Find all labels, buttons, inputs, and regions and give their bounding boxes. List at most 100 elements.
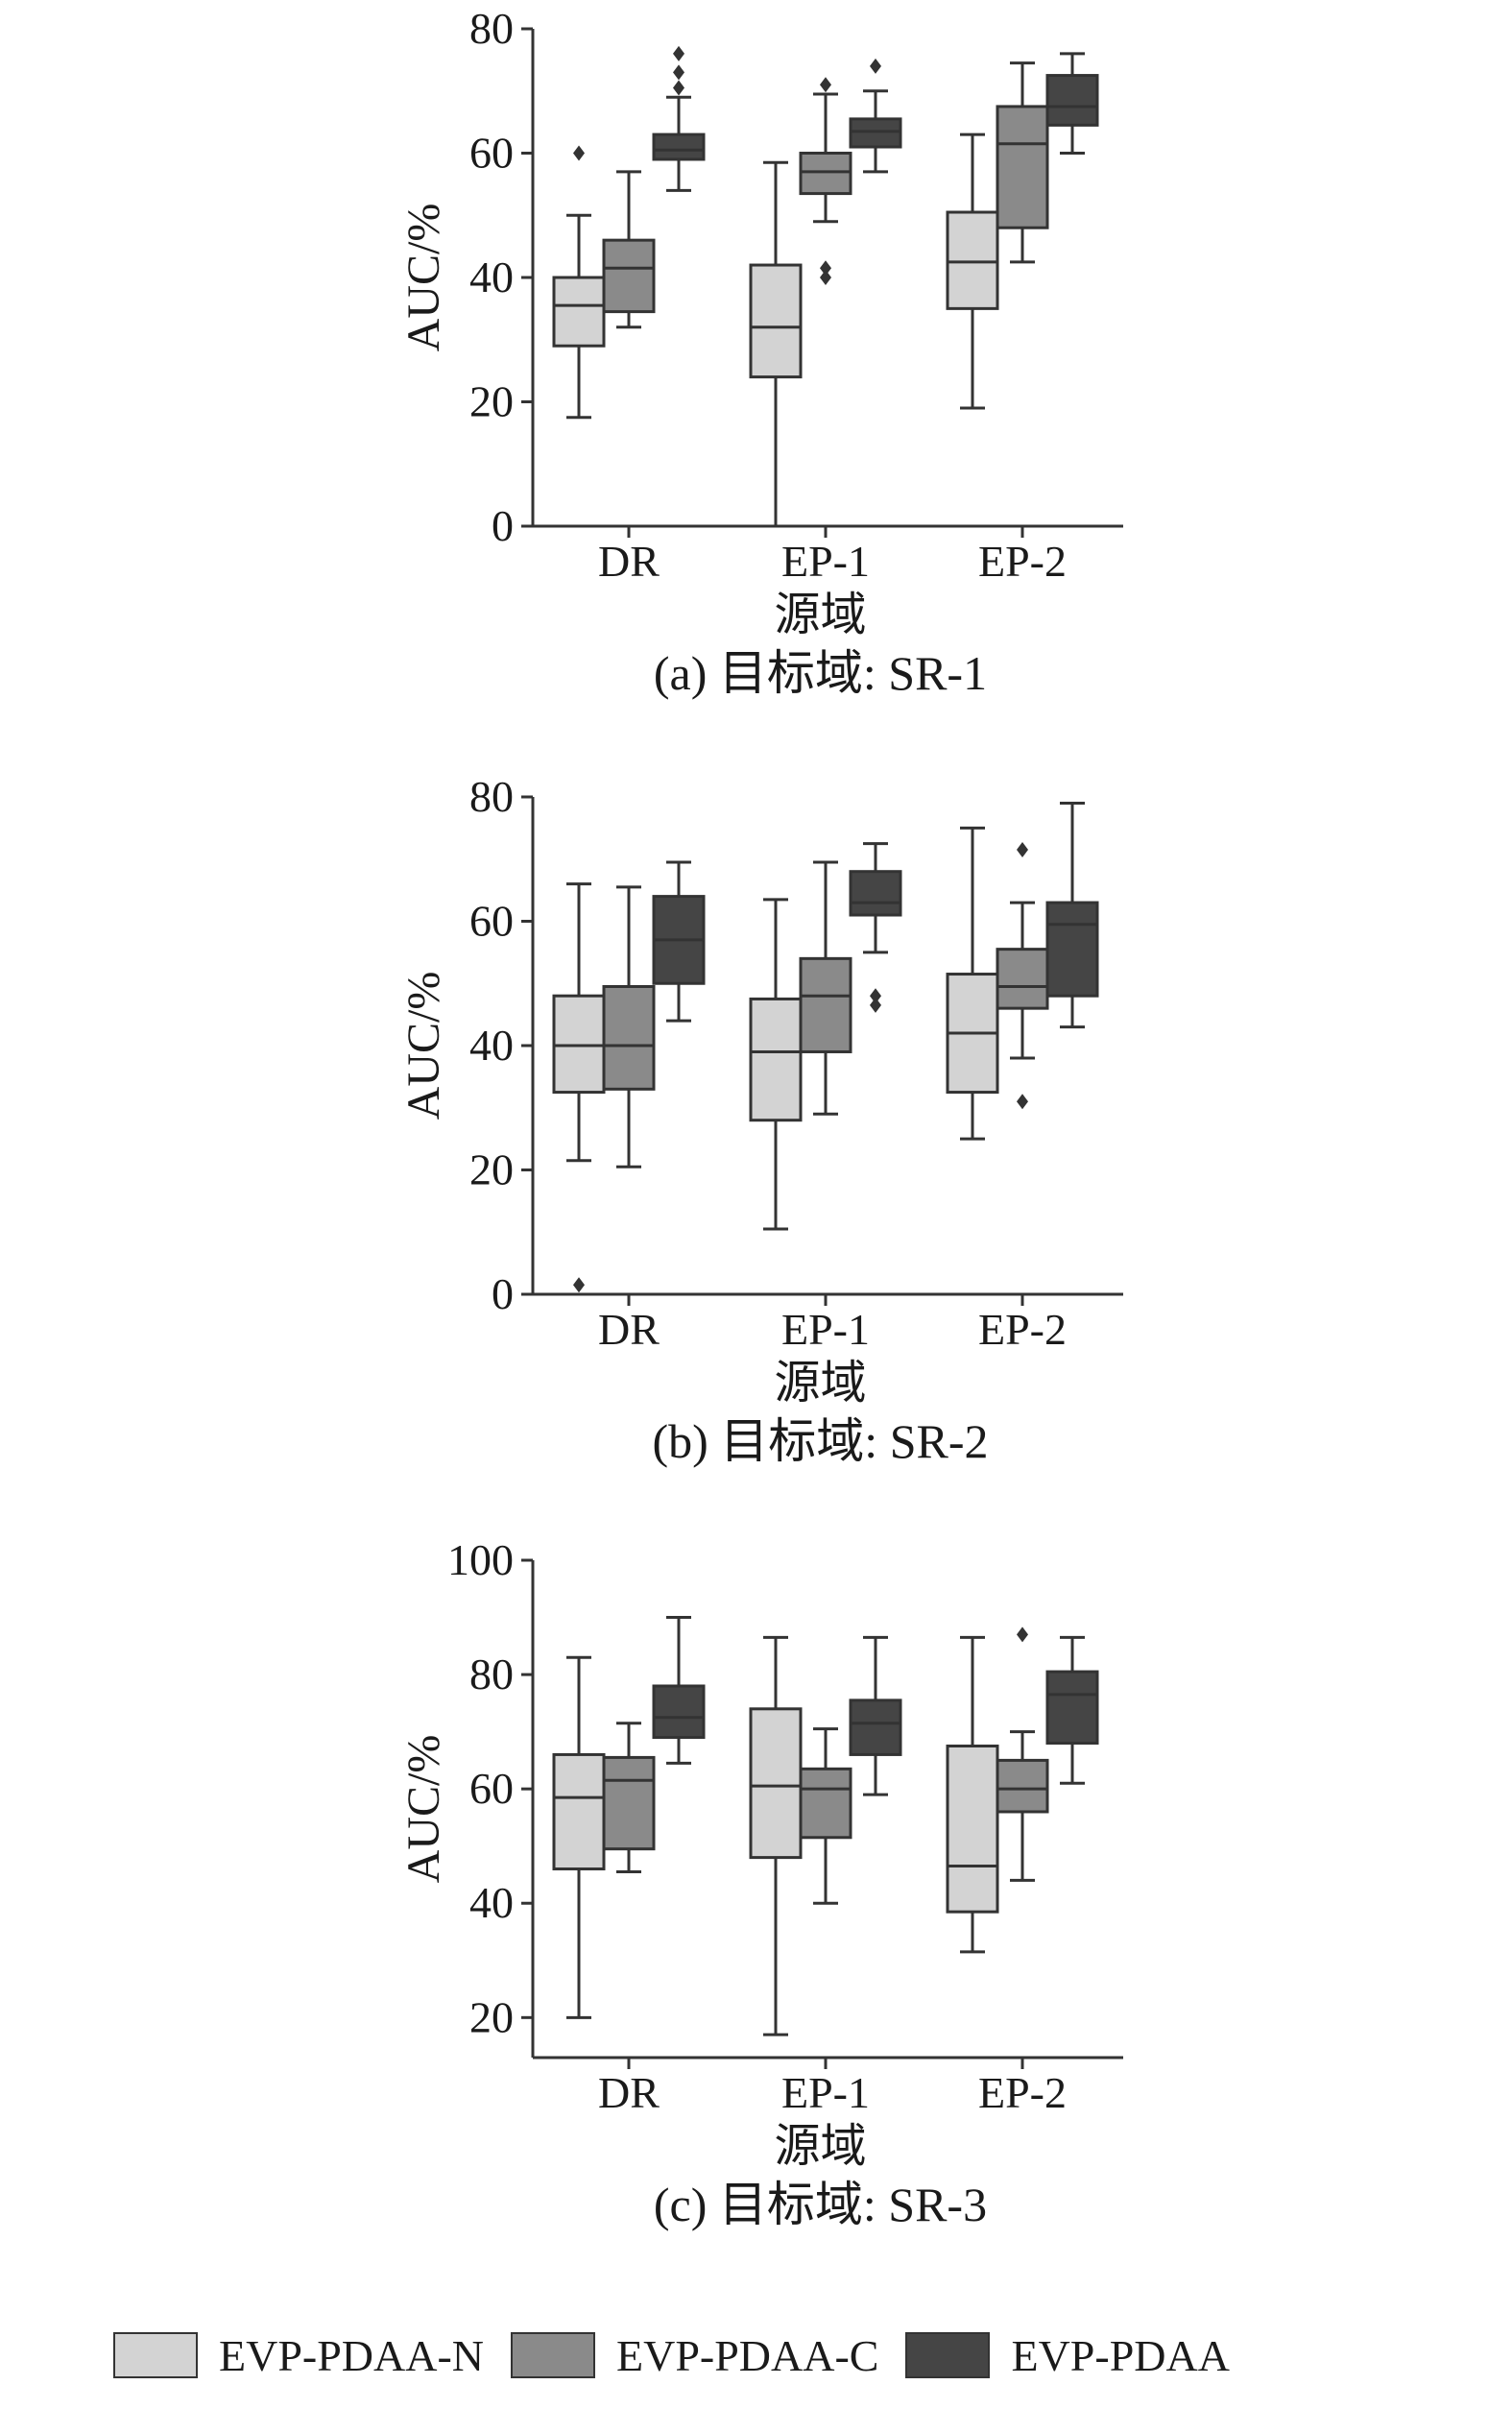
x-axis-title: 源域 bbox=[774, 2121, 866, 2172]
y-tick-label: 80 bbox=[469, 772, 514, 821]
box-evp-pdaa-ep-1 bbox=[849, 58, 902, 174]
outlier-point bbox=[820, 260, 831, 277]
box-evp-pdaa-dr bbox=[652, 1616, 706, 1765]
y-tick-label: 20 bbox=[469, 1992, 514, 2041]
outlier-point bbox=[820, 77, 831, 93]
outlier-point bbox=[673, 64, 684, 81]
box-evp-pdaa-ep-1 bbox=[849, 1635, 902, 1796]
legend: EVP-PDAA-N EVP-PDAA-C EVP-PDAA bbox=[113, 2312, 1400, 2398]
legend-swatch bbox=[511, 2332, 595, 2378]
x-tick-label: EP-2 bbox=[978, 1305, 1067, 1354]
x-tick-label: EP-2 bbox=[978, 2068, 1067, 2117]
box-iqr bbox=[799, 956, 852, 1053]
y-tick-label: 80 bbox=[469, 4, 514, 53]
x-tick-label: DR bbox=[598, 2068, 660, 2117]
y-tick-label: 80 bbox=[469, 1650, 514, 1698]
box-evp-pdaa-ep-1 bbox=[849, 842, 902, 1013]
box-iqr bbox=[652, 1684, 706, 1740]
legend-label: EVP-PDAA bbox=[1011, 2330, 1230, 2380]
legend-item-evp-pdaa-c: EVP-PDAA-C bbox=[511, 2330, 878, 2381]
y-tick-label: 100 bbox=[447, 1535, 514, 1584]
outlier-point bbox=[870, 997, 881, 1013]
y-tick-label: 0 bbox=[492, 1269, 514, 1318]
y-tick-label: 0 bbox=[492, 501, 514, 550]
box-iqr bbox=[552, 276, 606, 348]
box-evp-pdaa-ep-2 bbox=[1045, 52, 1099, 155]
outlier-point bbox=[870, 988, 881, 1004]
box-evp-pdaa-c-ep-1 bbox=[799, 77, 852, 285]
y-axis-title: AUC/% bbox=[398, 972, 449, 1120]
x-axis-title: 源域 bbox=[774, 590, 866, 640]
panel-caption: (c) 目标域: SR-3 bbox=[654, 2178, 987, 2231]
box-evp-pdaa-c-ep-2 bbox=[996, 842, 1049, 1110]
box-evp-pdaa-dr bbox=[652, 45, 706, 192]
panel-caption: (b) 目标域: SR-2 bbox=[653, 1414, 989, 1468]
y-tick-label: 40 bbox=[469, 253, 514, 301]
box-iqr bbox=[749, 1707, 803, 1860]
box-evp-pdaa-c-dr bbox=[602, 885, 656, 1168]
box-evp-pdaa-ep-2 bbox=[1045, 801, 1099, 1029]
box-iqr bbox=[849, 1698, 902, 1756]
box-iqr bbox=[996, 1758, 1049, 1814]
chart-panel-c: 20 40 60 80 100 DR EP-1 EP-2 AUC/% 源域 (c) 目标域: SR-… bbox=[398, 1535, 1123, 2231]
legend-item-evp-pdaa: EVP-PDAA bbox=[905, 2330, 1230, 2381]
box-iqr bbox=[602, 238, 656, 314]
box-evp-pdaa-c-ep-1 bbox=[799, 860, 852, 1116]
box-evp-pdaa-c-ep-1 bbox=[799, 1727, 852, 1905]
box-evp-pdaa-c-dr bbox=[602, 1722, 656, 1873]
legend-swatch bbox=[113, 2332, 198, 2378]
x-tick-label: DR bbox=[598, 1305, 660, 1354]
box-evp-pdaa-c-ep-2 bbox=[996, 1626, 1049, 1882]
legend-swatch bbox=[905, 2332, 991, 2378]
box-iqr bbox=[946, 1745, 999, 1914]
x-tick-label: EP-2 bbox=[978, 537, 1067, 586]
box-evp-pdaa-n-ep-2 bbox=[946, 1635, 999, 1954]
box-iqr bbox=[799, 1767, 852, 1840]
box-iqr bbox=[1045, 901, 1099, 998]
outlier-point bbox=[673, 45, 684, 61]
box-iqr bbox=[849, 870, 902, 917]
box-iqr bbox=[996, 948, 1049, 1010]
outlier-point bbox=[1017, 1094, 1028, 1110]
box-evp-pdaa-n-dr bbox=[552, 882, 606, 1293]
box-iqr bbox=[652, 132, 706, 161]
legend-label: EVP-PDAA-C bbox=[616, 2330, 879, 2380]
y-tick-label: 60 bbox=[469, 129, 514, 178]
x-axis-title: 源域 bbox=[774, 1358, 866, 1409]
box-evp-pdaa-n-ep-1 bbox=[749, 1635, 803, 2036]
box-iqr bbox=[552, 1752, 606, 1871]
outlier-point bbox=[870, 58, 881, 74]
y-tick-label: 40 bbox=[469, 1878, 514, 1927]
box-evp-pdaa-n-ep-1 bbox=[749, 160, 803, 528]
chart-panel-b: 0 20 40 60 80 DR EP-1 EP-2 AUC/% 源域(b) 目标域: SR-2 bbox=[398, 772, 1123, 1468]
box-evp-pdaa-n-dr bbox=[552, 145, 606, 420]
box-iqr bbox=[996, 105, 1049, 229]
box-evp-pdaa-ep-2 bbox=[1045, 1635, 1099, 1785]
x-tick-label: EP-1 bbox=[781, 1305, 870, 1354]
box-iqr bbox=[602, 984, 656, 1091]
box-iqr bbox=[799, 152, 852, 196]
box-evp-pdaa-n-ep-1 bbox=[749, 898, 803, 1231]
box-iqr bbox=[849, 117, 902, 149]
box-iqr bbox=[1045, 1670, 1099, 1746]
y-axis-title: AUC/% bbox=[398, 204, 449, 352]
outlier-point bbox=[1017, 1626, 1028, 1643]
box-iqr bbox=[1045, 74, 1099, 127]
box-iqr bbox=[749, 997, 803, 1122]
outlier-point bbox=[573, 1277, 585, 1293]
y-tick-label: 20 bbox=[469, 377, 514, 426]
box-iqr bbox=[602, 1755, 656, 1851]
box-iqr bbox=[552, 994, 606, 1095]
outlier-point bbox=[820, 270, 831, 285]
legend-item-evp-pdaa-n: EVP-PDAA-N bbox=[113, 2330, 484, 2381]
y-tick-label: 20 bbox=[469, 1145, 514, 1194]
y-tick-label: 60 bbox=[469, 897, 514, 946]
box-evp-pdaa-c-ep-2 bbox=[996, 61, 1049, 264]
outlier-point bbox=[673, 80, 684, 96]
panel-caption: (a) 目标域: SR-1 bbox=[654, 646, 987, 700]
chart-panel-a: 0 20 40 60 80 DR EP-1 EP-2 AUC/% 源域 (a) 目标域: SR-1 bbox=[398, 4, 1123, 700]
x-tick-label: EP-1 bbox=[781, 2068, 870, 2117]
box-evp-pdaa-n-ep-2 bbox=[946, 132, 999, 410]
outlier-point bbox=[1017, 842, 1028, 858]
